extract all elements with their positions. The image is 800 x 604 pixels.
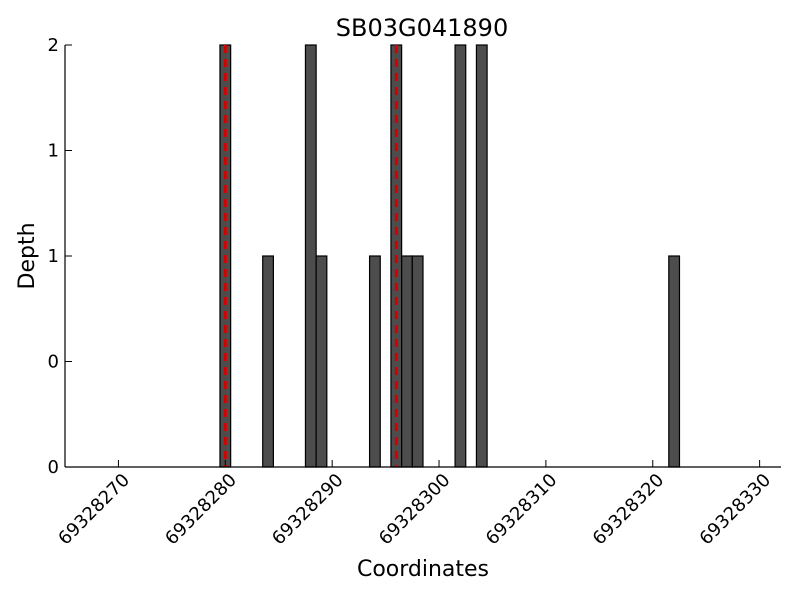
x-tick-label: 69328290 <box>268 470 348 550</box>
y-tick-label: 0 <box>48 352 59 373</box>
bar <box>411 255 424 468</box>
bar <box>315 255 328 468</box>
bar <box>454 44 467 468</box>
bar <box>475 44 488 468</box>
bar <box>304 44 317 468</box>
bar <box>668 255 681 468</box>
x-tick-label: 69328330 <box>696 470 776 550</box>
chart-title: SB03G041890 <box>336 14 508 42</box>
x-ticks-group: 69328270 69328280 69328290 69328300 69328310… <box>54 460 775 549</box>
y-tick-label: 1 <box>48 246 59 267</box>
y-tick-label: 0 <box>48 457 59 478</box>
y-tick-label: 2 <box>48 35 59 56</box>
bar <box>262 255 274 468</box>
x-axis-title: Coordinates <box>357 557 489 582</box>
x-tick-label: 69328280 <box>161 470 241 550</box>
bars-group <box>219 44 681 468</box>
y-tick-label: 1 <box>48 141 59 162</box>
bar <box>368 255 381 468</box>
y-axis-title: Depth <box>15 222 40 289</box>
x-tick-label: 69328310 <box>482 470 562 550</box>
bar <box>401 255 413 468</box>
y-ticks-group: 0 0 1 1 2 <box>48 35 72 478</box>
x-tick-label: 69328300 <box>375 470 455 550</box>
x-tick-label: 69328320 <box>589 470 669 550</box>
markers-group <box>223 45 398 467</box>
x-tick-label: 69328270 <box>54 470 134 550</box>
